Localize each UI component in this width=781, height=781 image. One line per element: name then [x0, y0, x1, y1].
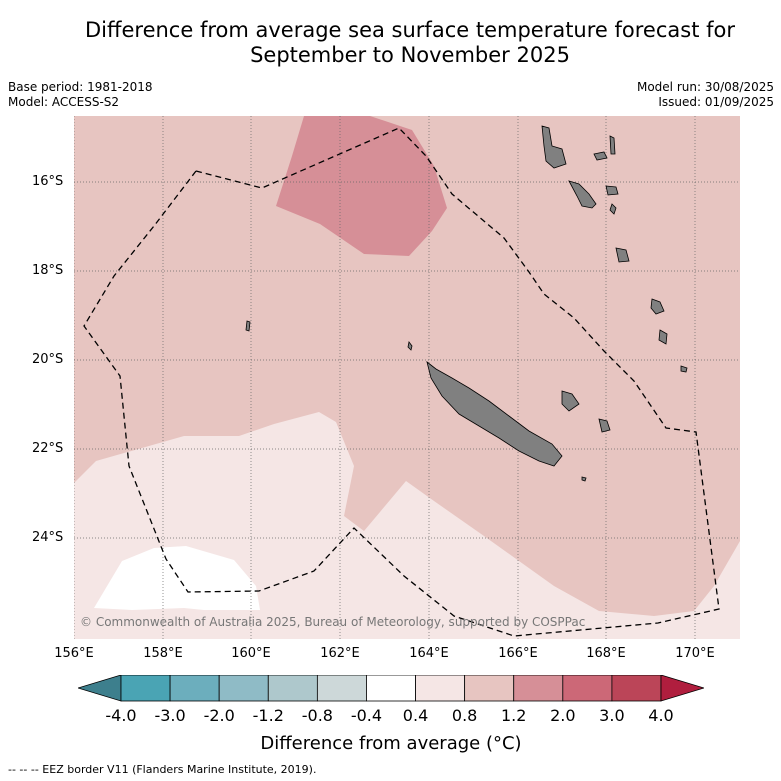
x-tick-158e: 158°E [143, 646, 183, 661]
colorbar-tick-label: -0.4 [350, 706, 383, 725]
colorbar-tick-label: 4.0 [648, 706, 674, 725]
colorbar-low-extension [76, 674, 122, 702]
title-line-2: September to November 2025 [250, 43, 570, 67]
vanuatu-espiritu-santo [541, 125, 567, 169]
meta-right: Model run: 30/08/2025 Issued: 01/09/2025 [637, 80, 774, 110]
land-masses [245, 125, 688, 482]
map-panel[interactable] [74, 116, 740, 639]
x-tick-164e: 164°E [409, 646, 449, 661]
new-caledonia [426, 360, 563, 467]
y-tick-24s: 24°S [32, 530, 64, 545]
colorbar-segment [464, 674, 515, 702]
vanuatu-erromango [650, 298, 665, 315]
x-tick-168e: 168°E [586, 646, 626, 661]
eez-border [83, 127, 720, 637]
y-tick-20s: 20°S [32, 352, 64, 367]
eez-footnote: -- -- -- EEZ border V11 (Flanders Marine… [8, 763, 317, 776]
chart-title: Difference from average sea surface temp… [40, 18, 780, 68]
colorbar-svg [76, 674, 706, 702]
colorbar-segment [513, 674, 564, 702]
vanuatu-pentecost [609, 135, 616, 155]
colorbar-segment [415, 674, 466, 702]
base-period: Base period: 1981-2018 [8, 80, 153, 94]
x-tick-162e: 162°E [320, 646, 360, 661]
colorbar-tick-label: -3.0 [154, 706, 186, 725]
colorbar-segment [169, 674, 220, 702]
colorbar-segment [562, 674, 613, 702]
copyright-notice: © Commonwealth of Australia 2025, Bureau… [80, 615, 586, 629]
colorbar-segment [218, 674, 269, 702]
colorbar-tick-label: -4.0 [105, 706, 137, 725]
model-name: Model: ACCESS-S2 [8, 95, 120, 109]
loyalty-island-2 [598, 418, 611, 433]
x-tick-166e: 166°E [498, 646, 538, 661]
model-run: Model run: 30/08/2025 [636, 80, 774, 94]
map-svg [74, 116, 740, 639]
vanuatu-epi [609, 203, 617, 215]
y-tick-22s: 22°S [32, 441, 64, 456]
loyalty-island-1 [561, 390, 580, 412]
colorbar-segment [366, 674, 416, 702]
vanuatu-ambrym [605, 185, 619, 196]
vanuatu-anatom [680, 365, 688, 373]
x-tick-170e: 170°E [675, 646, 715, 661]
meta-left: Base period: 1981-2018 Model: ACCESS-S2 [8, 80, 153, 110]
y-tick-16s: 16°S [32, 174, 64, 189]
belep-islet [407, 341, 413, 351]
title-line-1: Difference from average sea surface temp… [85, 18, 735, 42]
vanuatu-tanna [658, 329, 668, 345]
colorbar-tick-label: 0.8 [451, 706, 478, 725]
hunter-island [581, 476, 587, 482]
anomaly-band-1.2-2.0 [276, 116, 447, 256]
x-tick-156e: 156°E [54, 646, 94, 661]
colorbar-segment [267, 674, 318, 702]
x-tick-160e: 160°E [231, 646, 271, 661]
colorbar-tick-label: 1.2 [500, 706, 527, 725]
graticule [74, 116, 740, 639]
colorbar-segment [316, 674, 367, 702]
colorbar-tick-label: 2.0 [550, 706, 576, 725]
chesterfield-islet [245, 320, 251, 332]
colorbar-segment [611, 674, 662, 702]
colorbar-segment [120, 674, 171, 702]
anomaly-band-neutral [94, 546, 260, 610]
colorbar-title: Difference from average (°C) [260, 733, 522, 754]
vanuatu-maewo [593, 151, 608, 161]
colorbar-tick-label: -2.0 [203, 706, 235, 725]
issued-date: Issued: 01/09/2025 [658, 95, 774, 109]
colorbar-tick-label: 3.0 [599, 706, 625, 725]
colorbar-tick-label: -0.8 [301, 706, 333, 725]
vanuatu-malakula [568, 180, 597, 209]
vanuatu-efate [615, 247, 630, 263]
colorbar-tick-label: 0.4 [402, 706, 429, 725]
colorbar-tick-label: -1.2 [252, 706, 284, 725]
y-tick-18s: 18°S [32, 263, 64, 278]
colorbar [76, 674, 706, 705]
colorbar-high-extension [660, 674, 706, 702]
